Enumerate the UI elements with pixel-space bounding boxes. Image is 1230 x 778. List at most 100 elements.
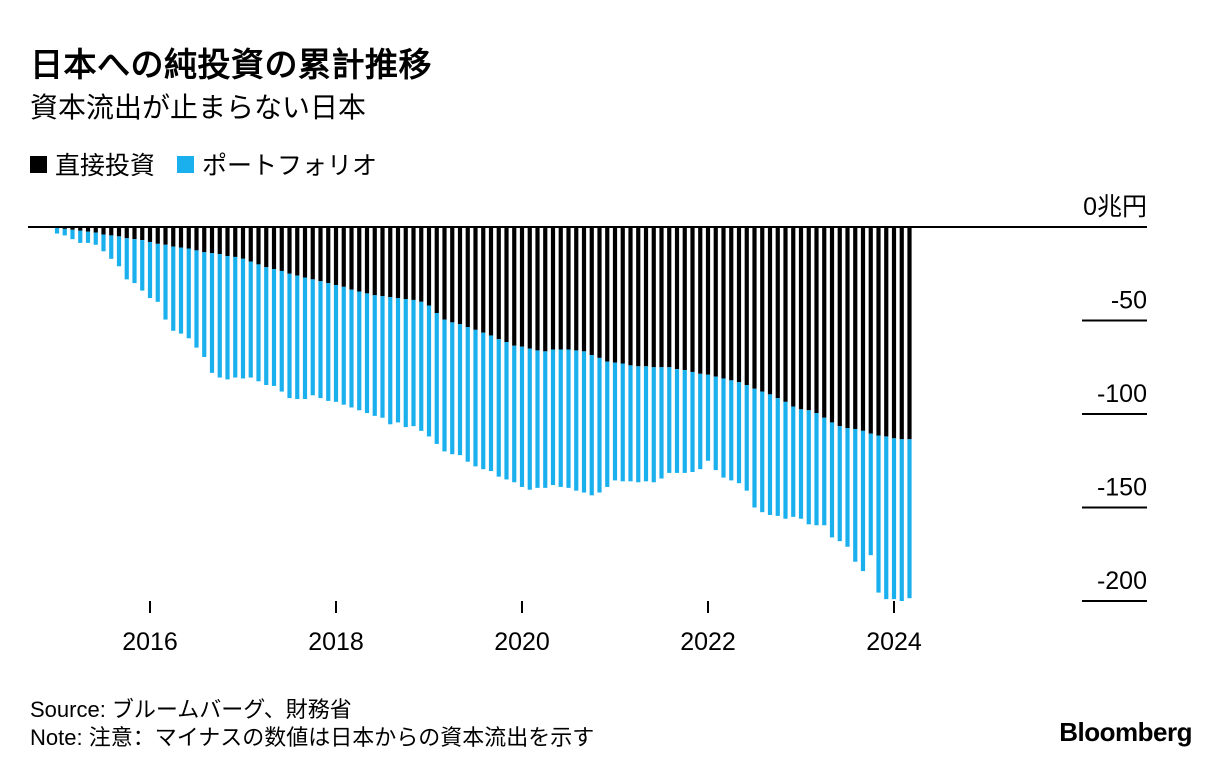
bar-portfolio-3 <box>78 230 83 243</box>
bar-portfolio-14 <box>163 244 168 320</box>
bar-direct-70 <box>597 227 602 358</box>
bar-portfolio-53 <box>465 327 470 462</box>
bar-direct-30 <box>287 227 292 274</box>
bar-portfolio-95 <box>791 406 796 517</box>
bar-portfolio-73 <box>620 363 625 482</box>
bar-portfolio-10 <box>132 239 137 284</box>
bar-direct-85 <box>713 227 718 377</box>
bar-direct-71 <box>605 227 610 362</box>
bar-portfolio-32 <box>302 277 308 400</box>
bar-direct-20 <box>209 227 215 254</box>
bar-portfolio-68 <box>581 351 587 493</box>
bar-direct-15 <box>171 227 176 247</box>
bar-portfolio-78 <box>659 367 664 479</box>
legend-swatch-direct <box>30 155 47 173</box>
bar-direct-49 <box>434 227 439 314</box>
bar-direct-52 <box>457 227 463 325</box>
bar-portfolio-89 <box>744 385 749 491</box>
bar-direct-11 <box>140 227 145 241</box>
bar-portfolio-52 <box>457 324 463 456</box>
bar-portfolio-96 <box>798 409 804 519</box>
bar-portfolio-48 <box>426 305 432 437</box>
bar-portfolio-28 <box>271 269 277 386</box>
bar-portfolio-33 <box>310 279 315 396</box>
bar-portfolio-108 <box>891 438 897 600</box>
bar-portfolio-24 <box>240 258 246 379</box>
bar-portfolio-82 <box>690 371 695 472</box>
bar-direct-17 <box>186 227 191 249</box>
bar-portfolio-97 <box>806 410 811 525</box>
bar-direct-66 <box>566 227 571 350</box>
bar-direct-79 <box>667 227 672 368</box>
bar-portfolio-106 <box>876 435 881 593</box>
bloomberg-logo: Bloomberg <box>1059 717 1192 747</box>
note-text: Note: 注意：マイナスの数値は日本からの資本流出を示す <box>30 725 595 750</box>
bar-portfolio-38 <box>349 289 354 408</box>
legend-label-portfolio: ポートフォリオ <box>202 151 378 180</box>
bar-direct-22 <box>225 227 230 256</box>
bar-portfolio-79 <box>667 367 672 473</box>
bar-portfolio-13 <box>155 243 160 302</box>
bar-portfolio-20 <box>209 253 215 373</box>
bar-portfolio-57 <box>496 339 501 477</box>
bar-direct-73 <box>620 227 625 364</box>
bar-direct-26 <box>256 227 261 265</box>
bar-portfolio-42 <box>380 296 385 418</box>
bar-direct-4 <box>85 227 91 232</box>
bar-direct-51 <box>450 227 455 323</box>
bar-direct-42 <box>380 227 385 297</box>
bar-portfolio-60 <box>519 346 525 487</box>
bar-portfolio-31 <box>295 275 300 400</box>
bar-direct-44 <box>395 227 401 299</box>
bar-portfolio-51 <box>450 322 455 455</box>
bar-direct-3 <box>78 227 83 231</box>
bar-portfolio-103 <box>853 428 858 562</box>
y-tick-label-4: -200 <box>1097 567 1147 595</box>
bar-direct-8 <box>116 227 122 237</box>
bar-portfolio-88 <box>736 382 742 484</box>
bar-direct-87 <box>729 227 734 381</box>
bar-portfolio-35 <box>326 283 331 401</box>
bar-portfolio-59 <box>512 345 517 483</box>
bar-direct-100 <box>829 227 835 423</box>
bar-portfolio-36 <box>333 284 339 402</box>
bar-direct-46 <box>411 227 416 300</box>
bar-portfolio-11 <box>140 240 145 291</box>
bar-portfolio-101 <box>837 426 842 542</box>
bar-portfolio-25 <box>248 261 253 378</box>
bar-portfolio-26 <box>256 264 261 382</box>
bar-portfolio-39 <box>357 291 362 411</box>
bar-portfolio-44 <box>395 298 401 423</box>
bar-direct-109 <box>899 227 904 440</box>
bar-portfolio-83 <box>698 373 703 470</box>
bar-portfolio-15 <box>171 246 176 331</box>
legend: 直接投資 ポートフォリオ <box>30 146 399 182</box>
bar-direct-10 <box>132 227 137 240</box>
bar-direct-61 <box>527 227 532 349</box>
bar-portfolio-47 <box>419 301 424 431</box>
bar-portfolio-46 <box>411 299 416 427</box>
bar-direct-62 <box>535 227 540 351</box>
bar-direct-57 <box>496 227 501 340</box>
bar-portfolio-91 <box>760 391 765 513</box>
bar-direct-63 <box>543 227 548 352</box>
legend-label-direct: 直接投資 <box>55 151 156 180</box>
bar-direct-5 <box>93 227 98 233</box>
bar-direct-48 <box>426 227 432 306</box>
bar-portfolio-93 <box>775 398 780 516</box>
bar-portfolio-54 <box>473 329 478 467</box>
bar-direct-19 <box>202 227 207 253</box>
bar-direct-65 <box>558 227 563 350</box>
bar-portfolio-80 <box>674 369 680 473</box>
bar-direct-69 <box>589 227 594 356</box>
bar-portfolio-104 <box>860 430 866 572</box>
bar-portfolio-69 <box>589 355 594 496</box>
source-text: Source: ブルームバーグ、財務省 <box>30 697 352 722</box>
bar-portfolio-30 <box>287 273 292 399</box>
bar-portfolio-99 <box>822 417 827 526</box>
bar-portfolio-49 <box>434 313 439 444</box>
bar-portfolio-77 <box>651 367 656 483</box>
bar-direct-58 <box>504 227 509 343</box>
bar-portfolio-65 <box>558 349 563 487</box>
bar-portfolio-45 <box>403 298 408 428</box>
